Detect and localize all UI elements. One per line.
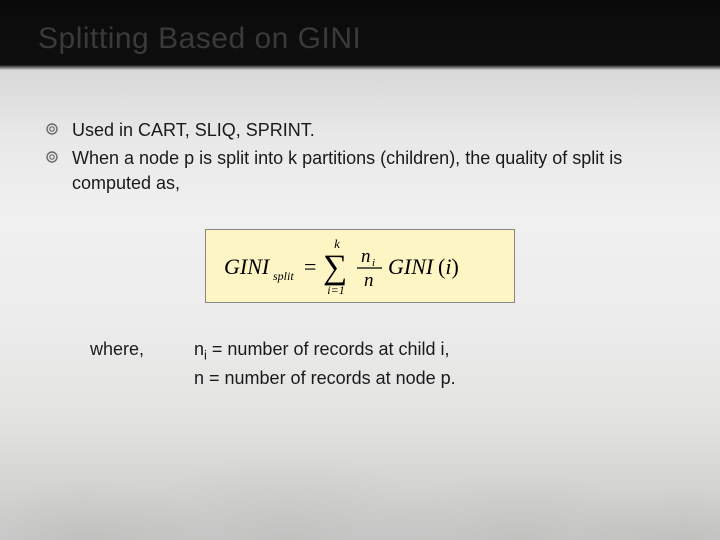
formula-rhs: GINI: [388, 254, 435, 279]
sigma-icon: ∑: [323, 249, 347, 286]
bullet-text: Used in CART, SLIQ, SPRINT.: [72, 118, 674, 142]
bullet-item: Used in CART, SLIQ, SPRINT.: [46, 118, 674, 142]
formula-lhs-sub: split: [273, 269, 294, 283]
frac-top: n: [361, 246, 371, 267]
slide-content: Used in CART, SLIQ, SPRINT. When a node …: [0, 70, 720, 393]
bullet-icon: [46, 118, 72, 135]
n-variable: n: [194, 368, 209, 388]
ni-variable: n: [194, 339, 204, 359]
sum-lower: i=1: [327, 283, 344, 297]
formula-rhs-arg: (i): [438, 254, 459, 279]
n-text: = number of records at node p.: [209, 368, 456, 388]
where-label: where,: [90, 337, 194, 392]
sum-upper: k: [334, 236, 340, 251]
where-block: where, ni = number of records at child i…: [46, 337, 674, 392]
formula-container: GINI split = ∑ k i=1 n i n GINI (i): [46, 229, 674, 309]
where-definitions: ni = number of records at child i, n = n…: [194, 337, 674, 392]
formula-box: GINI split = ∑ k i=1 n i n GINI (i): [205, 229, 515, 303]
bullet-icon: [46, 146, 72, 163]
equals-sign: =: [304, 254, 316, 279]
background-mountain: [0, 400, 720, 540]
frac-bottom: n: [364, 270, 374, 291]
bullet-text: When a node p is split into k partitions…: [72, 146, 674, 195]
formula-lhs: GINI: [224, 254, 271, 279]
bullet-item: When a node p is split into k partitions…: [46, 146, 674, 195]
slide-title: Splitting Based on GINI: [38, 22, 720, 56]
ni-text: = number of records at child i,: [207, 339, 450, 359]
definition-n: n = number of records at node p.: [194, 366, 674, 390]
definition-ni: ni = number of records at child i,: [194, 337, 674, 364]
frac-top-sub: i: [372, 257, 375, 269]
